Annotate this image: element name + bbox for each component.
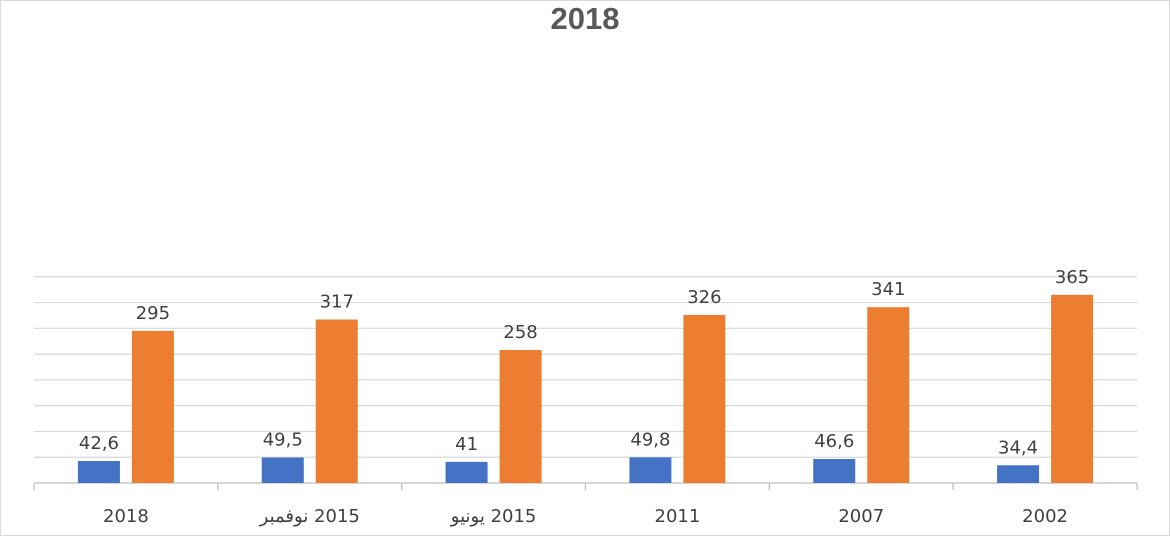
data-label: 295 xyxy=(136,303,170,324)
bar xyxy=(445,461,488,483)
bar xyxy=(629,457,672,483)
x-tick-label: 2018 xyxy=(103,506,149,527)
x-tick-label: 2015 يونيو xyxy=(450,506,537,527)
data-label: 341 xyxy=(871,279,905,300)
x-tick-label: 2007 xyxy=(838,506,884,527)
data-label: 34,4 xyxy=(998,437,1038,458)
data-label: 42,6 xyxy=(79,433,119,454)
data-label: 365 xyxy=(1055,267,1089,288)
data-label: 326 xyxy=(687,287,721,308)
data-label: 46,6 xyxy=(814,431,854,452)
bar xyxy=(1051,294,1094,483)
chart-title: 2018 xyxy=(550,1,620,36)
bar xyxy=(77,461,120,483)
data-label: 41 xyxy=(455,434,478,455)
data-label: 258 xyxy=(503,322,537,343)
bar xyxy=(813,458,856,483)
bar xyxy=(261,457,304,483)
bar xyxy=(131,330,174,483)
x-tick-label: 2011 xyxy=(655,506,701,527)
x-tick-label: 2015 نوفمبر xyxy=(259,506,360,527)
bar xyxy=(315,319,358,483)
data-label: 49,5 xyxy=(263,429,303,450)
bar xyxy=(997,465,1040,483)
x-tick-label: 2002 xyxy=(1022,506,1068,527)
bar xyxy=(867,307,910,483)
data-label: 317 xyxy=(320,292,354,313)
bar xyxy=(499,349,542,483)
data-label: 49,8 xyxy=(630,429,670,450)
bar xyxy=(683,314,726,483)
